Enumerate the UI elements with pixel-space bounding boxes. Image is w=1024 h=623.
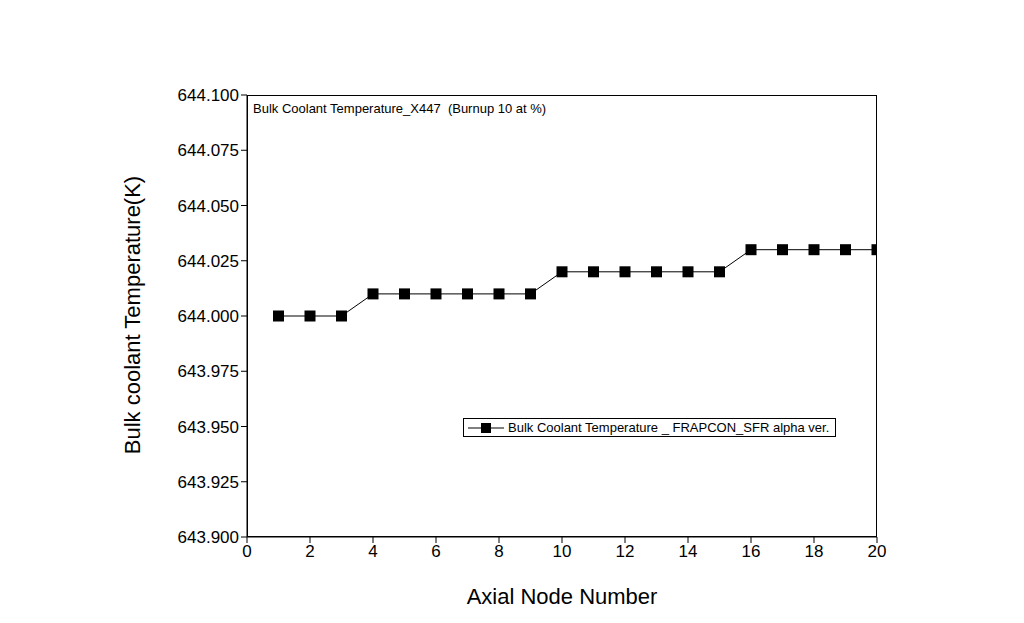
svg-text:6: 6 [431,542,440,561]
svg-text:0: 0 [242,542,251,561]
svg-text:16: 16 [742,542,761,561]
html-text:Bulk coolant Temperature(K): Bulk coolant Temperature(K) [120,175,145,455]
svg-text:644.075: 644.075 [178,141,239,160]
svg-text:14: 14 [679,542,698,561]
html-text:Bulk Coolant Temperature _ FRA: Bulk Coolant Temperature _ FRAPCON_SFR a… [508,420,830,435]
svg-text:644.100: 644.100 [178,86,239,105]
svg-text:12: 12 [616,542,635,561]
svg-text:8: 8 [494,542,503,561]
svg-text:20: 20 [868,542,887,561]
svg-text:644.000: 644.000 [178,307,239,326]
html-text:Axial Node Number: Axial Node Number [466,584,658,609]
svg-text:644.050: 644.050 [178,197,239,216]
html-text:Bulk Coolant Temperature_X447: Bulk Coolant Temperature_X447 (Burnup 10… [253,101,547,116]
svg-text:643.900: 643.900 [178,528,239,547]
svg-text:644.025: 644.025 [178,252,239,271]
svg-text:643.950: 643.950 [178,418,239,437]
svg-text:4: 4 [368,542,377,561]
svg-text:10: 10 [553,542,572,561]
svg-text:643.925: 643.925 [178,473,239,492]
svg-text:643.975: 643.975 [178,362,239,381]
svg-text:18: 18 [805,542,824,561]
svg-text:2: 2 [305,542,314,561]
